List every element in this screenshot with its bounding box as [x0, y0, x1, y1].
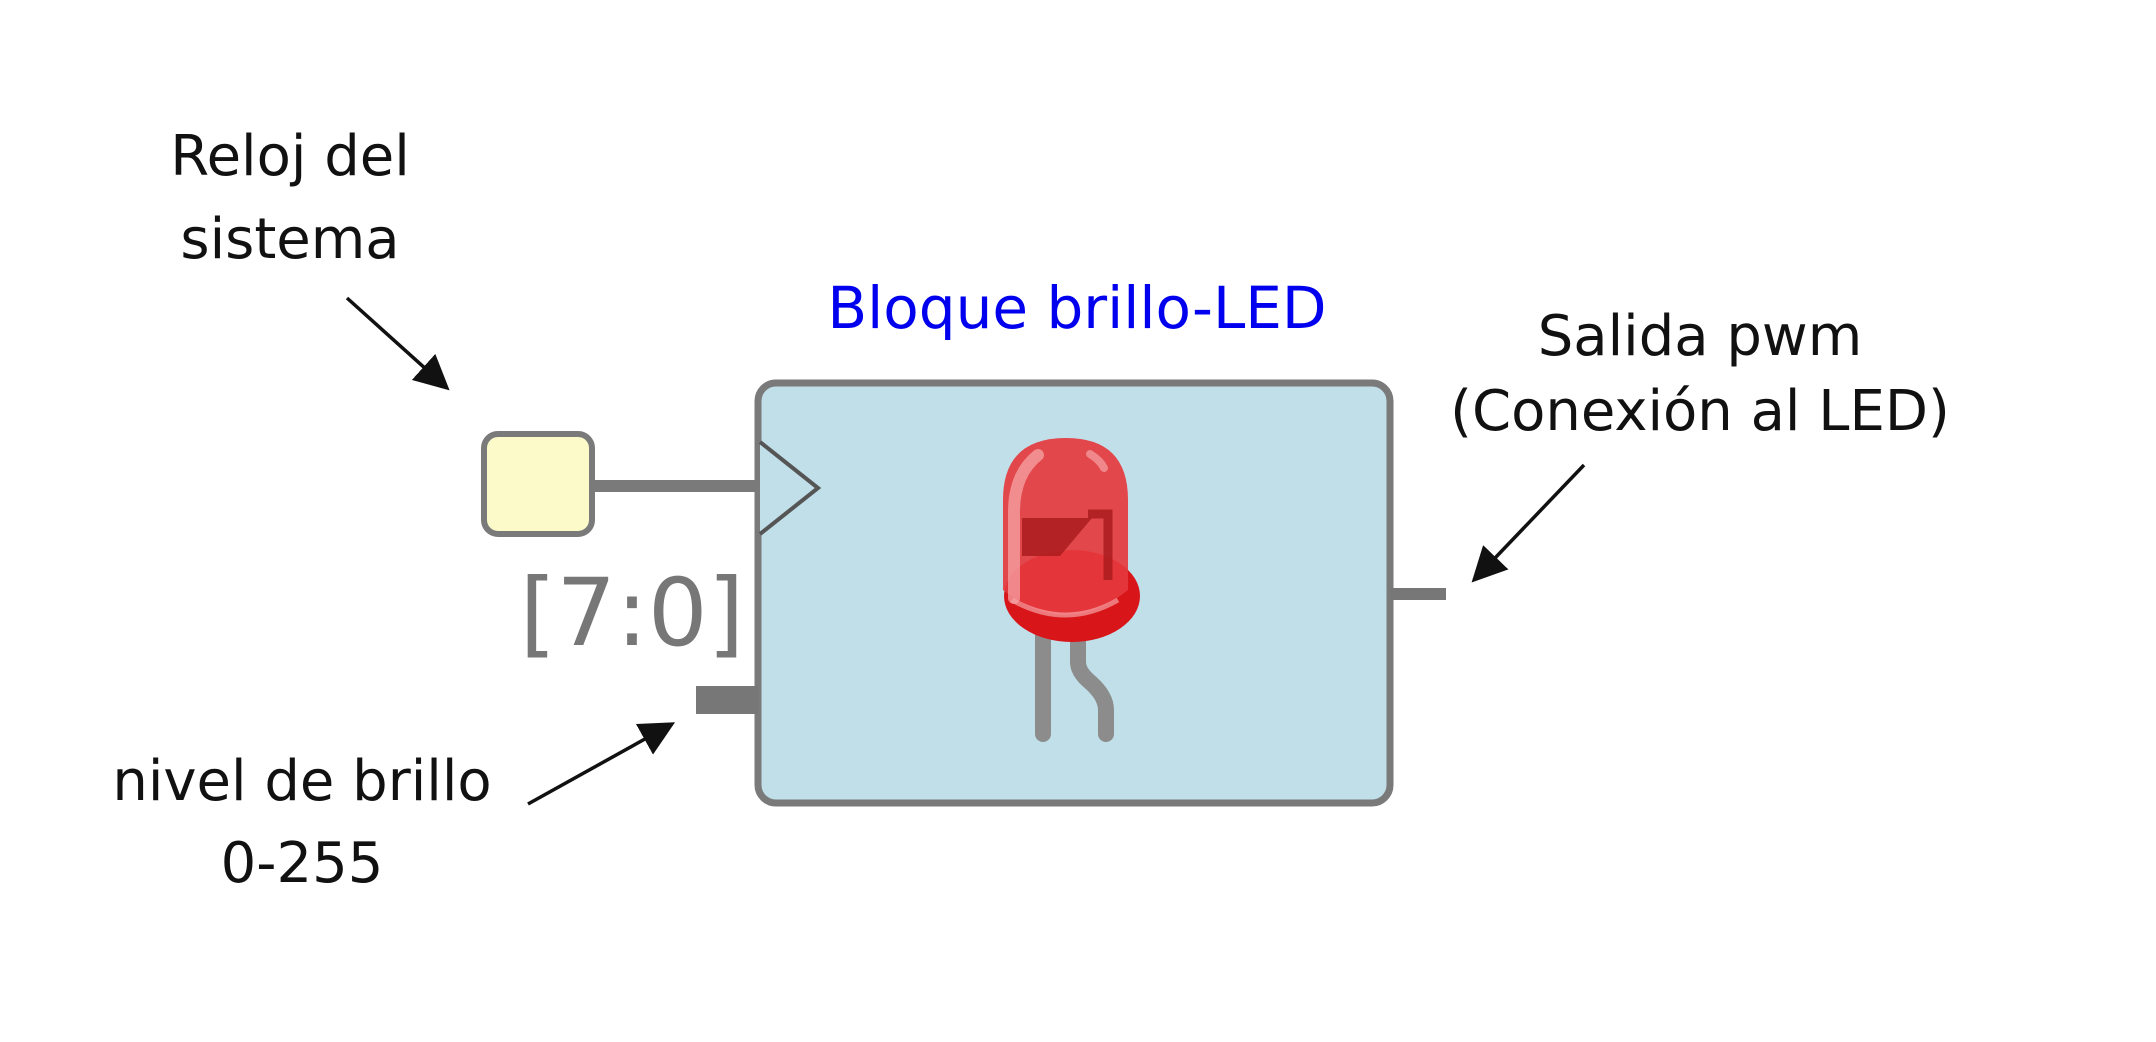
output-label-line2: (Conexión al LED) [1450, 379, 1950, 444]
clock-source-box[interactable] [481, 431, 595, 537]
brightness-label-line2: 0-255 [221, 831, 384, 896]
brightness-input-port[interactable] [696, 686, 758, 714]
output-arrow [1471, 463, 1586, 583]
output-label-line1: Salida pwm [1538, 304, 1863, 369]
clock-label-line1: Reloj del [170, 124, 410, 189]
brightness-arrow [527, 722, 676, 806]
brightness-label-line1: nivel de brillo [112, 749, 491, 814]
block-title: Bloque brillo-LED [827, 274, 1326, 342]
clock-edge-triangle-icon [758, 440, 822, 536]
clock-arrow [345, 296, 450, 391]
red-led-icon [1003, 438, 1140, 742]
bus-width-label: [7:0] [520, 559, 745, 668]
clock-label-line2: sistema [180, 207, 399, 272]
